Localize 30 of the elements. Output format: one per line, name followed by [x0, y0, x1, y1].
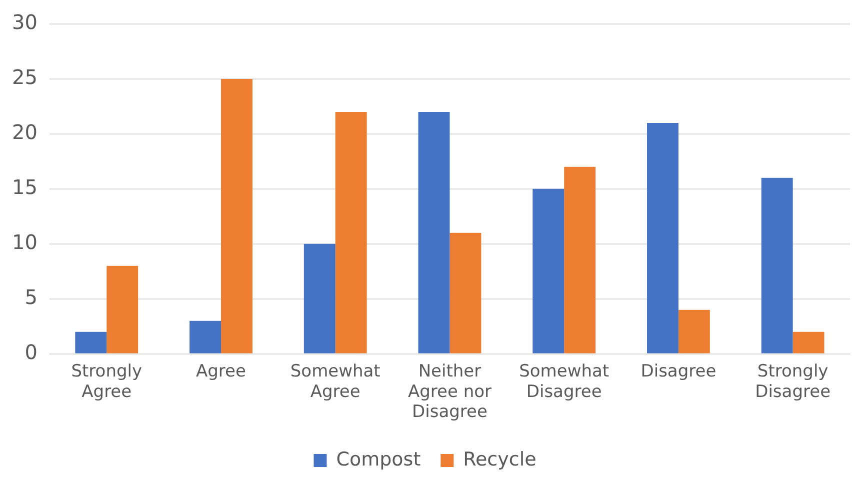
bar — [190, 320, 221, 354]
x-tick-label: Somewhat Disagree — [519, 361, 610, 402]
y-tick-label: 0 — [24, 340, 38, 364]
bar — [450, 232, 482, 354]
bar — [564, 166, 596, 354]
bar — [678, 310, 710, 354]
x-tick-label: Somewhat Agree — [290, 361, 381, 402]
y-tick-label: 5 — [24, 285, 38, 310]
legend-label: Compost — [336, 448, 421, 470]
bar — [418, 112, 450, 354]
bar — [647, 122, 678, 354]
y-tick-label: 15 — [12, 175, 38, 200]
bar — [792, 332, 824, 354]
y-tick-label: 30 — [12, 10, 38, 34]
bar — [532, 188, 564, 354]
bar — [335, 112, 367, 354]
y-tick-label: 10 — [12, 230, 38, 254]
x-tick-label: Disagree — [640, 361, 716, 382]
x-tick-label: Strongly Agree — [71, 361, 142, 402]
y-tick-label: 20 — [12, 120, 38, 144]
bar — [220, 78, 252, 354]
y-tick-label: 25 — [12, 65, 38, 90]
legend-label: Recycle — [463, 448, 536, 470]
x-tick-label: Agree — [196, 361, 246, 382]
x-tick-label: Neither Agree nor Disagree — [408, 361, 492, 422]
bar — [761, 178, 793, 354]
bar — [304, 244, 336, 354]
bar — [75, 332, 107, 354]
x-tick-label: Strongly Disagree — [755, 361, 831, 402]
bar — [106, 266, 138, 354]
